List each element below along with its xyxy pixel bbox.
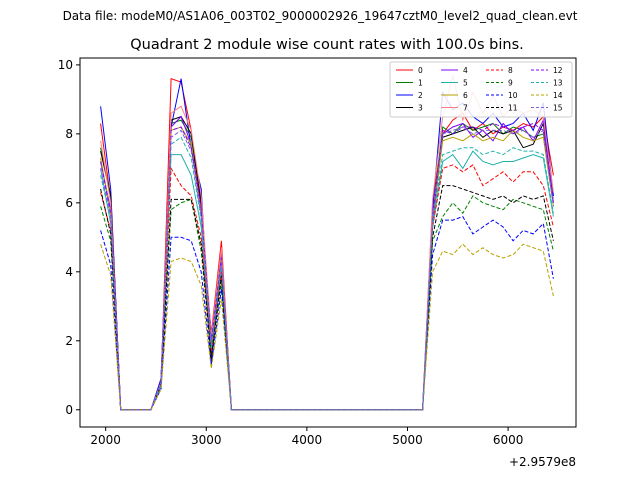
- y-tick-label: 8: [65, 127, 73, 141]
- x-tick-label: 4000: [292, 433, 323, 447]
- series-line-12: [100, 122, 554, 411]
- x-tick-label: 2000: [90, 433, 121, 447]
- legend-label-9: 9: [508, 79, 513, 88]
- legend-label-0: 0: [418, 66, 423, 75]
- y-tick-label: 10: [58, 58, 73, 72]
- chart-suptitle: Data file: modeM0/AS1A06_003T02_90000029…: [63, 9, 578, 23]
- series-line-14: [100, 243, 554, 411]
- y-tick-label: 0: [65, 403, 73, 417]
- y-tick-label: 4: [65, 265, 73, 279]
- legend-label-13: 13: [553, 79, 563, 88]
- legend-label-5: 5: [463, 79, 468, 88]
- legend-label-6: 6: [463, 91, 468, 100]
- x-tick-label: 6000: [493, 433, 524, 447]
- legend-label-3: 3: [418, 104, 423, 113]
- legend-label-14: 14: [553, 91, 563, 100]
- series-line-10: [100, 215, 554, 411]
- series-line-11: [100, 185, 554, 411]
- legend-label-15: 15: [553, 104, 563, 113]
- x-tick-label: 3000: [191, 433, 222, 447]
- legend-label-8: 8: [508, 66, 513, 75]
- legend-label-1: 1: [418, 79, 423, 88]
- legend-label-7: 7: [463, 104, 468, 113]
- x-offset-label: +2.9579e8: [509, 455, 576, 469]
- y-tick-label: 2: [65, 334, 73, 348]
- legend-label-2: 2: [418, 91, 423, 100]
- y-tick-label: 6: [65, 196, 73, 210]
- plot-frame: [79, 57, 577, 428]
- legend-label-4: 4: [463, 66, 468, 75]
- legend-label-12: 12: [553, 66, 563, 75]
- legend-box: [389, 61, 573, 118]
- legend-label-10: 10: [508, 91, 518, 100]
- chart-title: Quadrant 2 module wise count rates with …: [130, 37, 524, 53]
- series-line-15: [100, 126, 554, 411]
- series-line-13: [100, 136, 554, 411]
- legend-label-11: 11: [508, 104, 518, 113]
- x-tick-label: 5000: [392, 433, 423, 447]
